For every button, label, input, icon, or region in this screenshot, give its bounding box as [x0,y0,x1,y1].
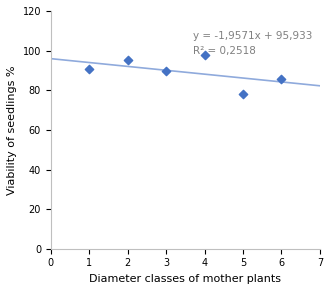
Text: y = -1,9571x + 95,933
R² = 0,2518: y = -1,9571x + 95,933 R² = 0,2518 [193,31,313,56]
Point [202,52,207,57]
Point [240,92,246,97]
Point [86,67,92,72]
Point [279,77,284,82]
Point [163,69,169,74]
Y-axis label: Viability of seedlings %: Viability of seedlings % [7,65,17,195]
X-axis label: Diameter classes of mother plants: Diameter classes of mother plants [89,274,281,284]
Point [125,57,130,62]
